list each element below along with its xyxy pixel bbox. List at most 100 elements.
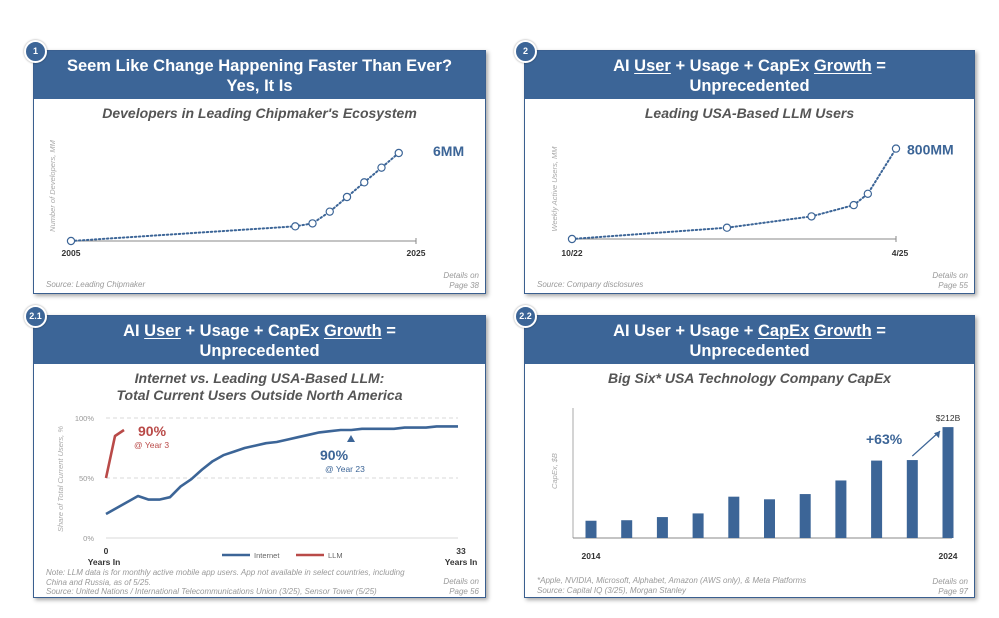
- title-part-underlined: Growth: [813, 57, 872, 75]
- internet-vs-llm-chart: 0% 50% 100% Share of Total Current Users, %…: [56, 414, 478, 567]
- title-part: AI: [613, 57, 635, 75]
- y-axis-label: Share of Total Current Users, %: [56, 426, 65, 532]
- llm-series-line: [104, 428, 125, 479]
- title-part-underlined: User: [634, 57, 671, 75]
- footnote-line2: China and Russia, as of 5/25.: [46, 577, 151, 587]
- bar-2020: [799, 494, 811, 538]
- growth-arrowhead: [934, 431, 940, 439]
- x-tick-label: 2024: [939, 551, 958, 561]
- chart-subtitle: Developers in Leading Chipmaker's Ecosys…: [102, 105, 417, 121]
- details-line: Details on: [443, 577, 479, 586]
- internet-annotation-sublabel: @ Year 23: [325, 464, 365, 474]
- details-reference: Details on Page 56: [443, 577, 479, 596]
- details-page: Page 56: [449, 586, 479, 596]
- details-page: Page 38: [449, 280, 479, 290]
- panel-header: AI User + Usage + CapEx Growth = Unprece…: [525, 51, 974, 99]
- data-point: [722, 223, 732, 232]
- panel-header: AI User + Usage + CapEx Growth = Unprece…: [525, 316, 974, 364]
- source-note: Source: Company disclosures: [537, 280, 644, 289]
- data-point: [394, 148, 403, 158]
- legend-label-internet: Internet: [254, 551, 280, 560]
- llm-annotation-sublabel: @ Year 3: [134, 440, 169, 450]
- title-part: AI: [123, 322, 145, 340]
- title-part: =: [871, 57, 886, 75]
- title-part-underlined: Growth: [323, 322, 382, 340]
- data-point: [849, 200, 858, 210]
- bar-2014: [585, 520, 597, 538]
- slide-number-badge: 2.1: [24, 305, 47, 328]
- x-axis-caption: Years In: [445, 557, 478, 567]
- panel-title-line1: AI User + Usage + CapEx Growth =: [525, 56, 974, 76]
- slide-number-badge: 1: [24, 40, 47, 63]
- panel-title-line2: Unprecedented: [689, 77, 810, 95]
- panel-title-line1: AI User + Usage + CapEx Growth =: [34, 321, 485, 341]
- developers-chart: Number of Developers, MM 2005 2025 6MM: [48, 139, 464, 258]
- panel-internet-vs-llm-chart: AI User + Usage + CapEx Growth = Unprece…: [33, 315, 486, 598]
- chart-subtitle: Leading USA-Based LLM Users: [644, 105, 855, 121]
- end-value-label: 6MM: [433, 143, 464, 159]
- bar-2022: [871, 460, 883, 538]
- internet-series-line: [105, 425, 458, 516]
- source-note: Source: United Nations / International T…: [46, 587, 377, 596]
- y-axis-label: Weekly Active Users, MM: [550, 146, 559, 232]
- details-reference: Details on Page 97: [932, 577, 968, 596]
- internet-annotation-marker: [347, 435, 355, 442]
- chart-subtitle: Internet vs. Leading USA-Based LLM: Tota…: [34, 370, 485, 404]
- details-page: Page 97: [938, 586, 968, 596]
- end-value-label: 800MM: [907, 142, 954, 158]
- title-part-underlined: User: [144, 322, 181, 340]
- details-line: Details on: [443, 271, 479, 280]
- details-line: Details on: [932, 271, 968, 280]
- chart-subtitle-line1: Internet vs. Leading USA-Based LLM:: [134, 370, 385, 386]
- chart-subtitle: Big Six* USA Technology Company CapEx: [608, 370, 891, 386]
- panel-developers-chart: Seem Like Change Happening Faster Than E…: [33, 50, 486, 294]
- data-point: [291, 222, 300, 231]
- x-tick-label: 2025: [407, 248, 426, 258]
- growth-label: +63%: [866, 431, 903, 447]
- y-tick-label: 0%: [83, 534, 94, 543]
- y-axis-label: Number of Developers, MM: [48, 139, 57, 231]
- details-reference: Details on Page 55: [932, 271, 968, 290]
- data-point: [308, 219, 317, 228]
- bar-2015: [621, 520, 633, 538]
- data-point: [807, 212, 816, 221]
- x-tick-label: 33: [456, 546, 466, 556]
- capex-chart: CapEx, $B 2014 2024 $212B +63%: [550, 408, 961, 561]
- slide-number-badge: 2: [514, 40, 537, 63]
- bar-2021: [835, 480, 847, 538]
- footnote: Note: LLM data is for monthly active mob…: [46, 568, 405, 597]
- x-tick-label: 2005: [62, 248, 81, 258]
- details-reference: Details on Page 38: [443, 271, 479, 290]
- y-tick-label: 50%: [79, 474, 94, 483]
- x-tick-label: 4/25: [892, 248, 909, 258]
- x-tick-label: 10/22: [561, 248, 583, 258]
- panel-header: Seem Like Change Happening Faster Than E…: [34, 51, 485, 99]
- bar-2016: [656, 517, 668, 538]
- panel-capex-chart: AI User + Usage + CapEx Growth = Unprece…: [524, 315, 975, 598]
- panel-title-line1: Seem Like Change Happening Faster Than E…: [66, 57, 453, 75]
- y-tick-label: 100%: [75, 414, 95, 423]
- title-part: =: [871, 322, 886, 340]
- x-axis-caption: Years In: [88, 557, 121, 567]
- data-point: [567, 234, 577, 244]
- bar-2023: [906, 460, 918, 538]
- title-part: =: [381, 322, 396, 340]
- end-value-label: $212B: [936, 413, 961, 423]
- title-part: + Usage + CapEx: [670, 57, 814, 75]
- footnote-line1: Note: LLM data is for monthly active mob…: [46, 568, 405, 577]
- title-part-underlined: Growth: [813, 322, 872, 340]
- panel-header: AI User + Usage + CapEx Growth = Unprece…: [34, 316, 485, 364]
- data-point: [377, 163, 386, 172]
- data-point: [863, 189, 873, 198]
- footnote: *Apple, NVIDIA, Microsoft, Alphabet, Ama…: [537, 576, 806, 595]
- growth-arrow: [911, 430, 941, 457]
- title-part-underlined: CapEx: [757, 322, 810, 340]
- source-note: Source: Leading Chipmaker: [46, 280, 146, 289]
- llm-users-chart: Weekly Active Users, MM 10/22 4/25 800MM: [550, 142, 954, 258]
- llm-annotation-value: 90%: [138, 423, 167, 439]
- data-point: [342, 192, 352, 202]
- title-part: + Usage + CapEx: [180, 322, 324, 340]
- bar-2024: [942, 427, 954, 538]
- slide-number-badge: 2.2: [514, 305, 537, 328]
- data-point: [360, 178, 369, 187]
